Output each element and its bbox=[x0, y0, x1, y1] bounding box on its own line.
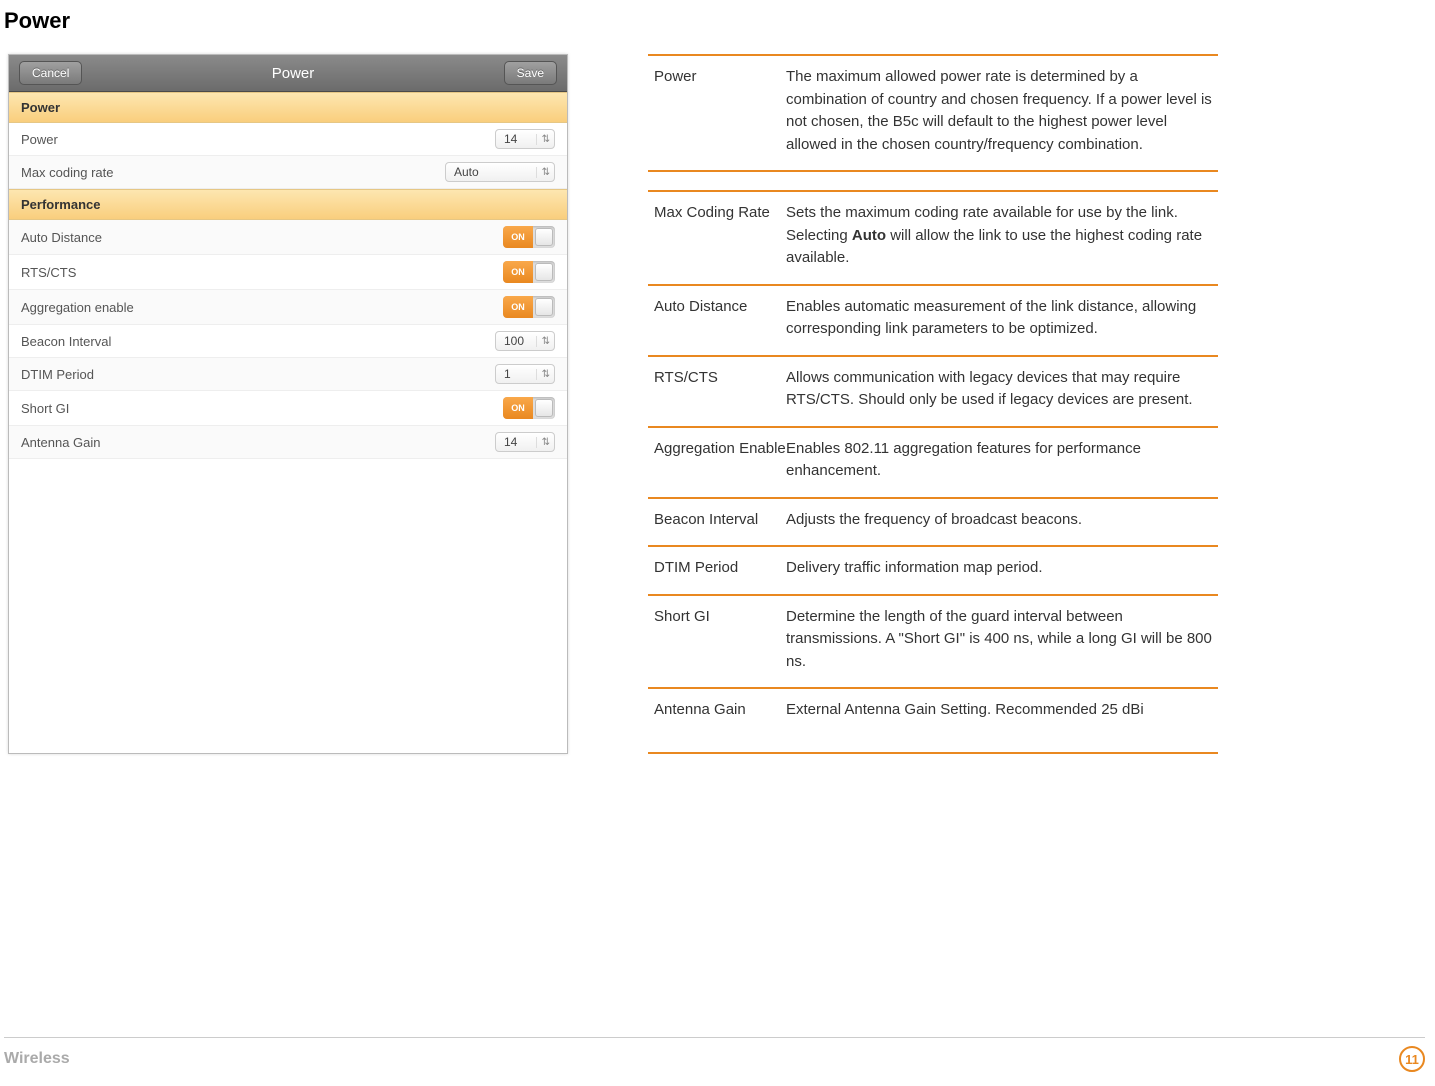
dtim-select[interactable]: 1 ⇅ bbox=[495, 364, 555, 384]
toggle-knob bbox=[535, 263, 553, 281]
toggle-on-label: ON bbox=[503, 397, 533, 419]
toggle-on-label: ON bbox=[503, 296, 533, 318]
divider bbox=[648, 752, 1218, 754]
chevron-updown-icon: ⇅ bbox=[536, 437, 550, 448]
description-table: Power The maximum allowed power rate is … bbox=[648, 54, 1218, 754]
maxcoding-value: Auto bbox=[454, 165, 479, 179]
antennagain-value: 14 bbox=[504, 435, 517, 449]
desc-def: Allows communication with legacy devices… bbox=[786, 367, 1212, 412]
page-title: Power bbox=[0, 0, 1435, 34]
desc-def: Adjusts the frequency of broadcast beaco… bbox=[786, 509, 1212, 532]
power-value: 14 bbox=[504, 132, 517, 146]
desc-row-rtscts: RTS/CTS Allows communication with legacy… bbox=[648, 357, 1218, 428]
desc-row-maxcoding: Max Coding Rate Sets the maximum coding … bbox=[648, 192, 1218, 286]
aggregation-toggle[interactable]: ON bbox=[503, 296, 555, 318]
desc-row-autodist: Auto Distance Enables automatic measurem… bbox=[648, 286, 1218, 357]
shortgi-label: Short GI bbox=[21, 401, 69, 416]
desc-term: Auto Distance bbox=[654, 296, 786, 341]
save-button[interactable]: Save bbox=[504, 61, 557, 85]
desc-def: External Antenna Gain Setting. Recommend… bbox=[786, 699, 1212, 722]
section-performance-header: Performance bbox=[9, 189, 567, 220]
panel-title: Power bbox=[82, 65, 503, 82]
row-shortgi: Short GI ON bbox=[9, 391, 567, 426]
desc-row-beacon: Beacon Interval Adjusts the frequency of… bbox=[648, 499, 1218, 548]
row-power: Power 14 ⇅ bbox=[9, 123, 567, 156]
dtim-label: DTIM Period bbox=[21, 367, 94, 382]
maxcoding-label: Max coding rate bbox=[21, 165, 114, 180]
power-select[interactable]: 14 ⇅ bbox=[495, 129, 555, 149]
autodistance-label: Auto Distance bbox=[21, 230, 102, 245]
toggle-knob bbox=[535, 298, 553, 316]
antennagain-label: Antenna Gain bbox=[21, 435, 101, 450]
desc-row-gain: Antenna Gain External Antenna Gain Setti… bbox=[648, 689, 1218, 752]
desc-def: Enables 802.11 aggregation features for … bbox=[786, 438, 1212, 483]
row-aggregation: Aggregation enable ON bbox=[9, 290, 567, 325]
toggle-knob bbox=[535, 399, 553, 417]
desc-term: Antenna Gain bbox=[654, 699, 786, 722]
row-antennagain: Antenna Gain 14 ⇅ bbox=[9, 426, 567, 459]
desc-term: Power bbox=[654, 66, 786, 156]
section-power-header: Power bbox=[9, 92, 567, 123]
desc-def: Determine the length of the guard interv… bbox=[786, 606, 1212, 674]
toggle-knob bbox=[535, 228, 553, 246]
desc-row-agg: Aggregation Enable Enables 802.11 aggreg… bbox=[648, 428, 1218, 499]
toggle-on-label: ON bbox=[503, 226, 533, 248]
shortgi-toggle[interactable]: ON bbox=[503, 397, 555, 419]
desc-term: Max Coding Rate bbox=[654, 202, 786, 270]
chevron-updown-icon: ⇅ bbox=[536, 336, 550, 347]
chevron-updown-icon: ⇅ bbox=[536, 134, 550, 145]
desc-bold: Auto bbox=[852, 227, 886, 244]
desc-row-power: Power The maximum allowed power rate is … bbox=[648, 56, 1218, 172]
panel-header: Cancel Power Save bbox=[9, 55, 567, 92]
beacon-value: 100 bbox=[504, 334, 524, 348]
settings-panel: Cancel Power Save Power Power 14 ⇅ Max c… bbox=[8, 54, 568, 754]
desc-term: Beacon Interval bbox=[654, 509, 786, 532]
desc-def: Delivery traffic information map period. bbox=[786, 557, 1212, 580]
power-label: Power bbox=[21, 132, 58, 147]
rtscts-label: RTS/CTS bbox=[21, 265, 76, 280]
toggle-on-label: ON bbox=[503, 261, 533, 283]
page-footer: Wireless 11 bbox=[4, 1037, 1425, 1072]
desc-def: Enables automatic measurement of the lin… bbox=[786, 296, 1212, 341]
chevron-updown-icon: ⇅ bbox=[536, 167, 550, 178]
row-autodistance: Auto Distance ON bbox=[9, 220, 567, 255]
page-number-badge: 11 bbox=[1399, 1046, 1425, 1072]
rtscts-toggle[interactable]: ON bbox=[503, 261, 555, 283]
antennagain-select[interactable]: 14 ⇅ bbox=[495, 432, 555, 452]
cancel-button[interactable]: Cancel bbox=[19, 61, 82, 85]
dtim-value: 1 bbox=[504, 367, 511, 381]
desc-term: Aggregation Enable bbox=[654, 438, 786, 483]
row-dtim: DTIM Period 1 ⇅ bbox=[9, 358, 567, 391]
autodistance-toggle[interactable]: ON bbox=[503, 226, 555, 248]
aggregation-label: Aggregation enable bbox=[21, 300, 134, 315]
beacon-label: Beacon Interval bbox=[21, 334, 111, 349]
row-maxcoding: Max coding rate Auto ⇅ bbox=[9, 156, 567, 189]
beacon-select[interactable]: 100 ⇅ bbox=[495, 331, 555, 351]
desc-term: Short GI bbox=[654, 606, 786, 674]
desc-term: RTS/CTS bbox=[654, 367, 786, 412]
desc-row-shortgi: Short GI Determine the length of the gua… bbox=[648, 596, 1218, 690]
maxcoding-select[interactable]: Auto ⇅ bbox=[445, 162, 555, 182]
row-beacon: Beacon Interval 100 ⇅ bbox=[9, 325, 567, 358]
row-rtscts: RTS/CTS ON bbox=[9, 255, 567, 290]
footer-section: Wireless bbox=[4, 1050, 70, 1068]
desc-term: DTIM Period bbox=[654, 557, 786, 580]
chevron-updown-icon: ⇅ bbox=[536, 369, 550, 380]
desc-def: Sets the maximum coding rate available f… bbox=[786, 202, 1212, 270]
desc-def: The maximum allowed power rate is determ… bbox=[786, 66, 1212, 156]
content-wrap: Cancel Power Save Power Power 14 ⇅ Max c… bbox=[0, 34, 1435, 754]
desc-row-dtim: DTIM Period Delivery traffic information… bbox=[648, 547, 1218, 596]
